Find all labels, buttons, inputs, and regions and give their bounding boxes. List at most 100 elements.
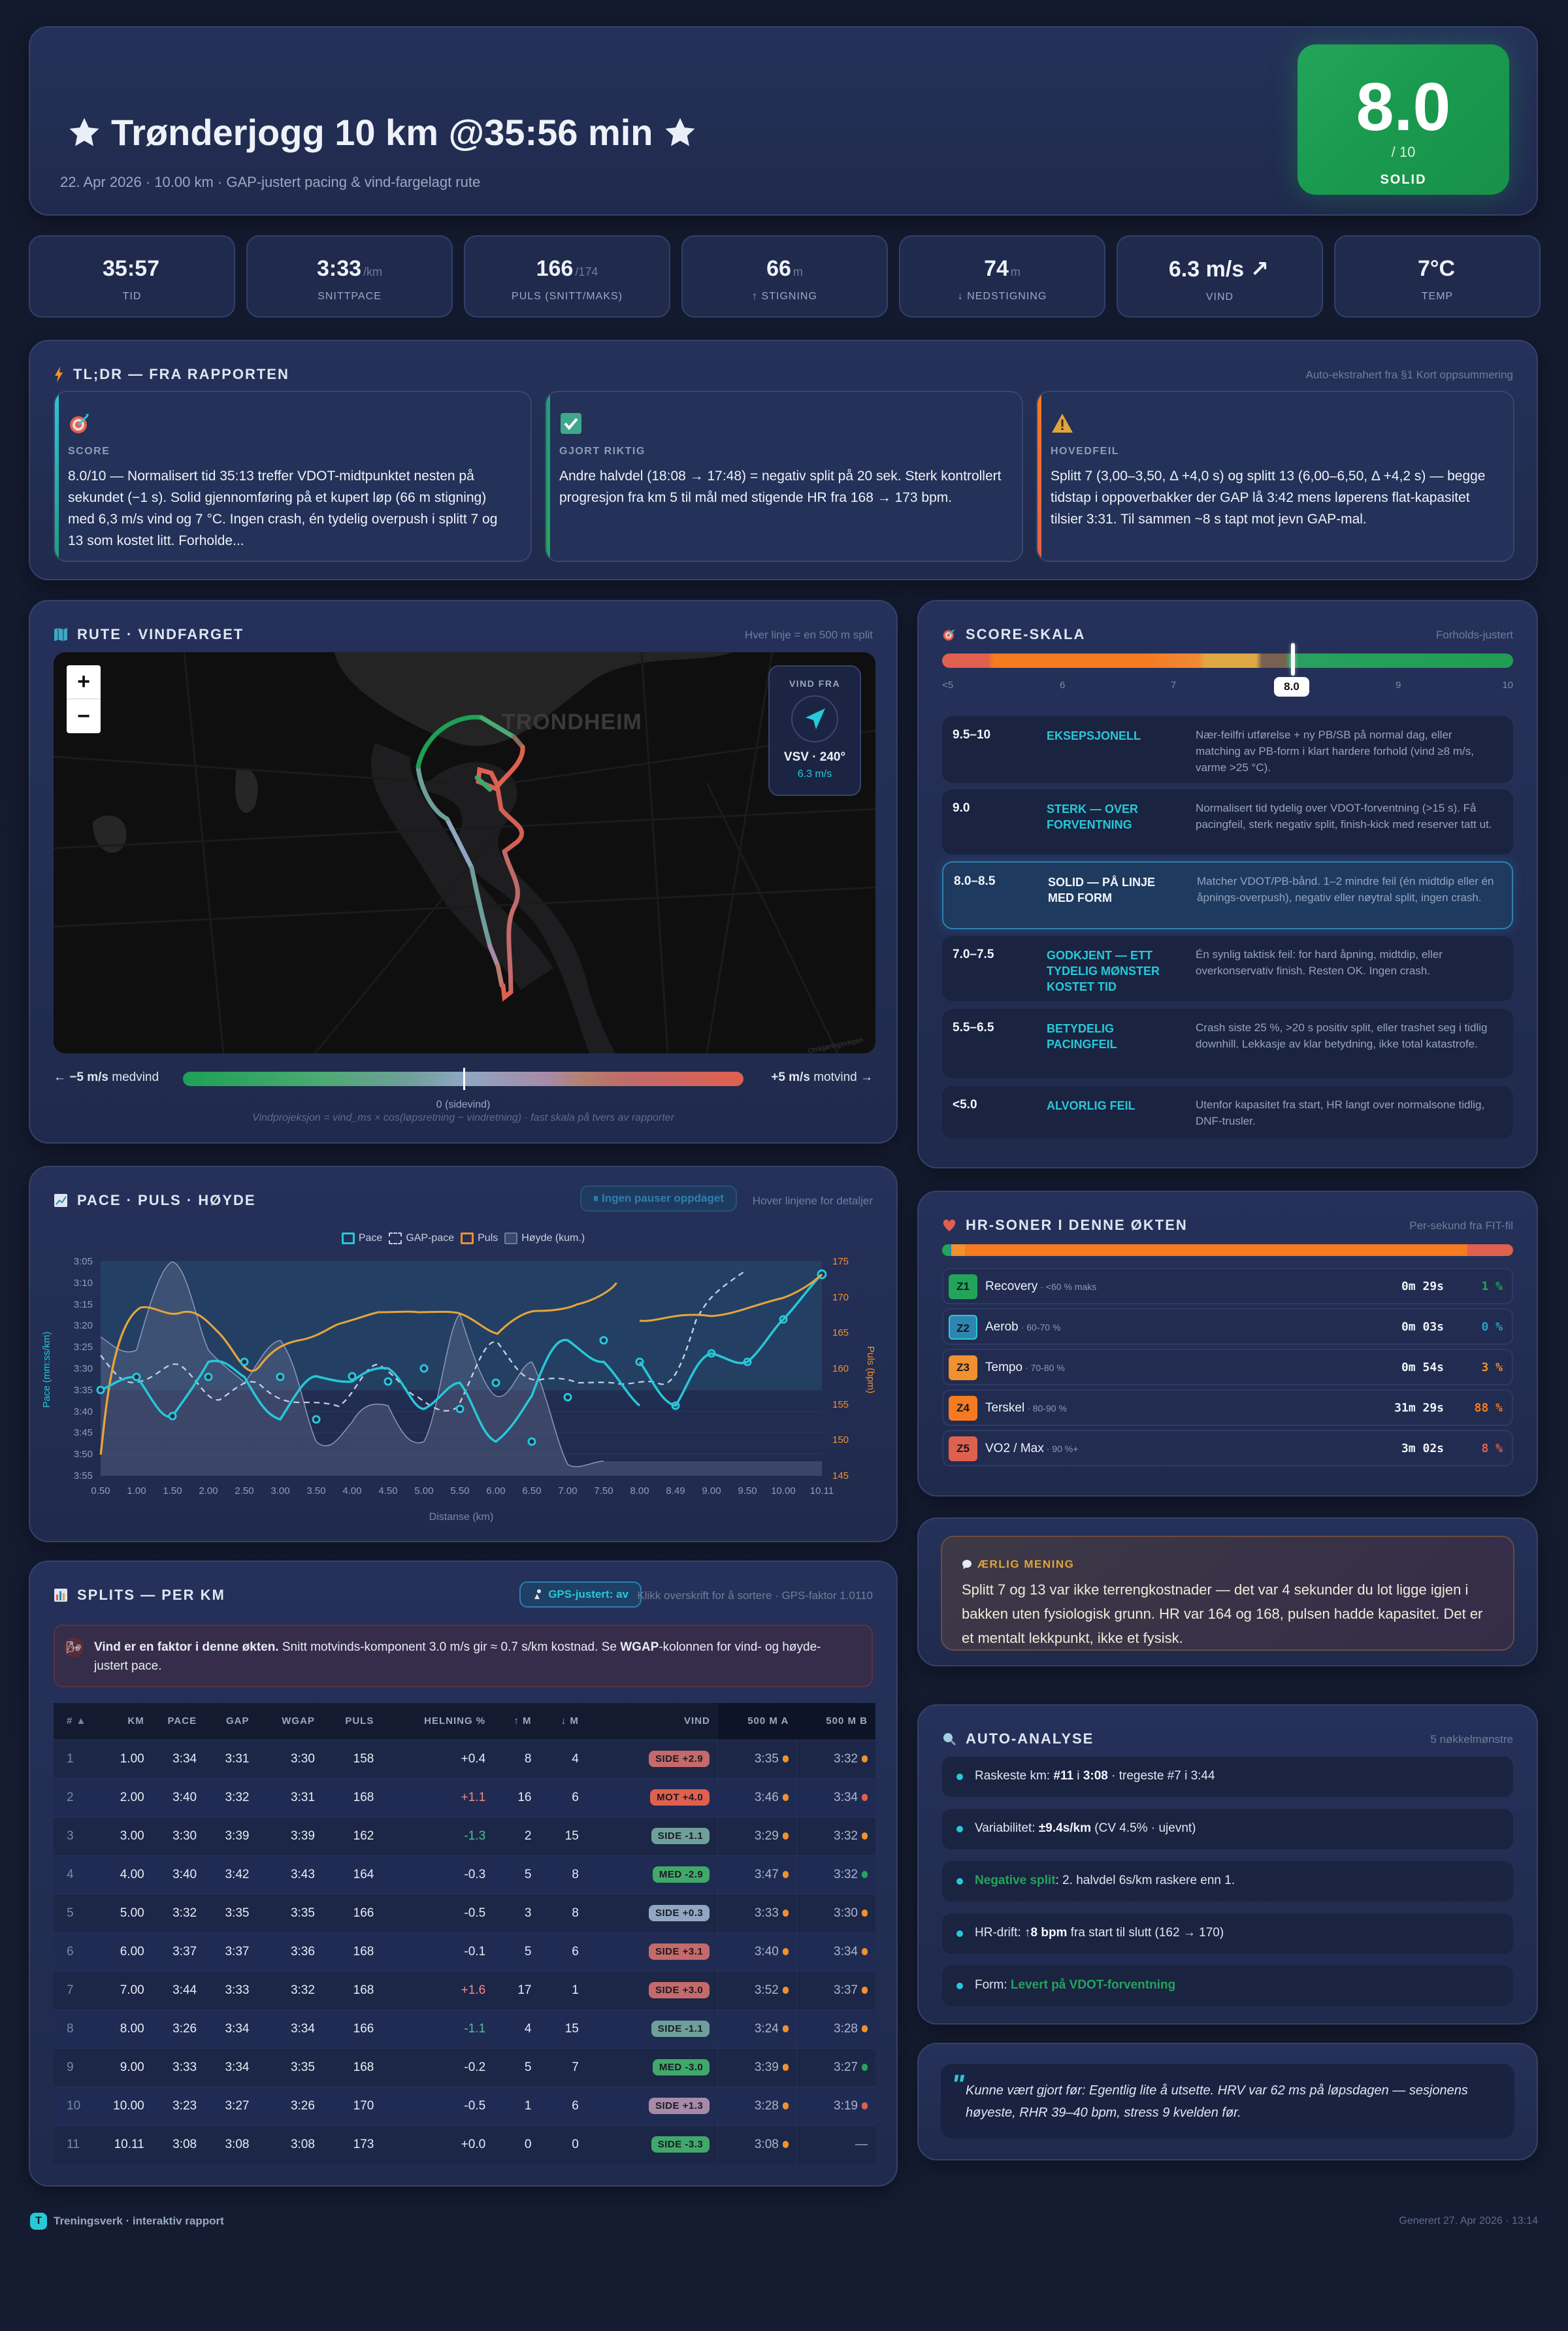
hr-zone-row: Z2 Aerob · 60-70 % 0m 03s 0 % (942, 1308, 1513, 1345)
section-note: Hover linjene for detaljer (752, 1195, 873, 1207)
split-500m-b: — (796, 2124, 875, 2164)
zone-percent: 88 % (1474, 1401, 1503, 1415)
status-dot (782, 1947, 789, 1955)
status-dot (782, 1832, 789, 1840)
section-title-text: SCORE-SKALA (966, 626, 1086, 642)
legend-item-pace[interactable]: Pace (341, 1232, 382, 1244)
map-icon (54, 627, 68, 642)
stat-label: ↑ STIGNING (752, 291, 817, 302)
bar-chart-icon (54, 1588, 68, 1602)
section-note: Forholds-justert (1435, 629, 1513, 641)
table-row: 10 10.00 3:23 3:27 3:26 170 -0.5 1 6 SIDE +1.3 3:2… (54, 2086, 875, 2125)
split-gap: 3:34 (204, 2009, 257, 2048)
quote-text: Kunne vært gjort før: Egentlig lite å ut… (966, 2083, 1468, 2120)
card-text: 8.0/10 — Normalisert tid 35:13 treffer V… (68, 469, 498, 548)
col-500m-a[interactable]: 500 M A (717, 1703, 797, 1740)
split-descent: 15 (539, 2009, 587, 2048)
stat-descent: 74 m ↓ NEDSTIGNING (899, 235, 1105, 318)
section-title-text: TL;DR — FRA RAPPORTEN (73, 366, 289, 382)
zone-name: Aerob · 60-70 % (985, 1320, 1061, 1334)
svg-text:6.00: 6.00 (486, 1485, 505, 1496)
route-map[interactable]: TRONDHEIM + − VIND FRA VSV · 240° 6.3 m/… (54, 652, 875, 1053)
split-pace: 3:08 (152, 2124, 205, 2164)
split-gap: 3:35 (204, 1893, 257, 1932)
stat-unit: /km (363, 265, 383, 278)
legend-item-puls[interactable]: Puls (461, 1232, 498, 1244)
section-title-text: RUTE · VINDFARGET (77, 626, 244, 642)
stat-value: 66 (766, 256, 791, 281)
section-title: TL;DR — FRA RAPPORTEN (54, 366, 289, 383)
split-500m-a: 3:28 (717, 2086, 797, 2125)
zoom-out-button[interactable]: − (77, 703, 90, 729)
split-gap: 3:08 (204, 2124, 257, 2164)
split-pace: 3:26 (152, 2009, 205, 2048)
split-puls: 168 (322, 1932, 382, 1971)
svg-text:9.50: 9.50 (738, 1485, 757, 1496)
col-slope[interactable]: HELNING % (382, 1703, 494, 1740)
split-ascent: 1 (493, 2086, 540, 2125)
scale-range: 7.0–7.5 (953, 948, 994, 961)
brand-text: Treningsverk · interaktiv rapport (54, 2215, 224, 2227)
split-ascent: 17 (493, 1970, 540, 2009)
svg-text:5.50: 5.50 (450, 1485, 469, 1496)
analysis-item: Variabilitet: ±9.4s/km (CV 4.5% · ujevnt… (942, 1809, 1513, 1849)
col-descent[interactable]: ↓ M (539, 1703, 587, 1740)
status-dot (862, 2025, 868, 2032)
col-index[interactable]: # ▲ (54, 1703, 100, 1740)
col-gap[interactable]: GAP (204, 1703, 257, 1740)
split-km: 10.11 (99, 2124, 152, 2164)
split-wind: MED -2.9 (586, 1855, 718, 1894)
accent-bar (1037, 392, 1041, 561)
split-500m-a: 3:40 (717, 1932, 797, 1971)
zone-name: Recovery · <60 % maks (985, 1280, 1097, 1293)
col-500m-b[interactable]: 500 M B (796, 1703, 875, 1740)
analysis-item: HR-drift: ↑8 bpm fra start til slutt (16… (942, 1913, 1513, 1954)
svg-text:8.49: 8.49 (666, 1485, 685, 1496)
split-500m-b: 3:32 (796, 1739, 875, 1778)
split-ascent: 3 (493, 1893, 540, 1932)
col-wgap[interactable]: WGAP (257, 1703, 323, 1740)
stat-wind: 6.3 m/s ↗ VIND (1117, 235, 1323, 318)
split-pace: 3:23 (152, 2086, 205, 2125)
svg-text:3:55: 3:55 (74, 1470, 93, 1481)
wind-tag: SIDE +0.3 (648, 1905, 710, 1921)
section-title: SPLITS — PER KM (54, 1587, 225, 1604)
status-dot (862, 1909, 868, 1917)
bullet-icon (956, 1774, 963, 1780)
split-500m-b: 3:32 (796, 1816, 875, 1855)
hr-zones-section: HR-SONER I DENNE ØKTEN Per-sekund fra FI… (917, 1191, 1538, 1496)
split-gap: 3:42 (204, 1855, 257, 1894)
col-km[interactable]: KM (99, 1703, 152, 1740)
split-descent: 7 (539, 2047, 587, 2087)
svg-text:4.00: 4.00 (342, 1485, 361, 1496)
col-ascent[interactable]: ↑ M (493, 1703, 540, 1740)
section-title-text: AUTO-ANALYSE (966, 1730, 1094, 1747)
split-wind: SIDE +3.1 (586, 1932, 718, 1971)
split-pace: 3:40 (152, 1855, 205, 1894)
stat-ascent: 66 m ↑ STIGNING (681, 235, 888, 318)
hr-distribution-bar (942, 1244, 1513, 1256)
split-gap: 3:33 (204, 1970, 257, 2009)
legend-item-hoyde[interactable]: Høyde (kum.) (504, 1232, 585, 1244)
status-dot (862, 1986, 868, 1994)
page-subtitle: 22. Apr 2026 · 10.00 km · GAP-justert pa… (60, 174, 481, 190)
scale-desc: Matcher VDOT/PB-bånd. 1–2 mindre feil (é… (1197, 875, 1494, 904)
table-row: 4 4.00 3:40 3:42 3:43 164 -0.3 5 8 MED -2.9 3:47 3:… (54, 1855, 875, 1894)
hr-zone-row: Z4 Terskel · 80-90 % 31m 29s 88 % (942, 1389, 1513, 1426)
pace-chart[interactable]: 3:05 3:10 3:15 3:20 3:25 3:30 3:35 3:40 3:45 3… (30, 1246, 899, 1544)
col-wind[interactable]: VIND (586, 1703, 718, 1740)
split-descent: 8 (539, 1855, 587, 1894)
col-pace[interactable]: PACE (152, 1703, 205, 1740)
legend-headwind-label: motvind (813, 1070, 857, 1084)
zoom-in-button[interactable]: + (67, 665, 101, 699)
col-puls[interactable]: PULS (322, 1703, 382, 1740)
legend-item-gap-pace[interactable]: GAP-pace (389, 1232, 454, 1244)
split-pace: 3:37 (152, 1932, 205, 1971)
accent-bar (546, 392, 550, 561)
gps-adjust-toggle[interactable]: GPS-justert: av (519, 1581, 642, 1608)
status-dot (862, 1832, 868, 1840)
status-dot (862, 1947, 868, 1955)
split-km: 5.00 (99, 1893, 152, 1932)
scale-name: ALVORLIG FEIL (1047, 1099, 1135, 1112)
svg-text:8.00: 8.00 (630, 1485, 649, 1496)
